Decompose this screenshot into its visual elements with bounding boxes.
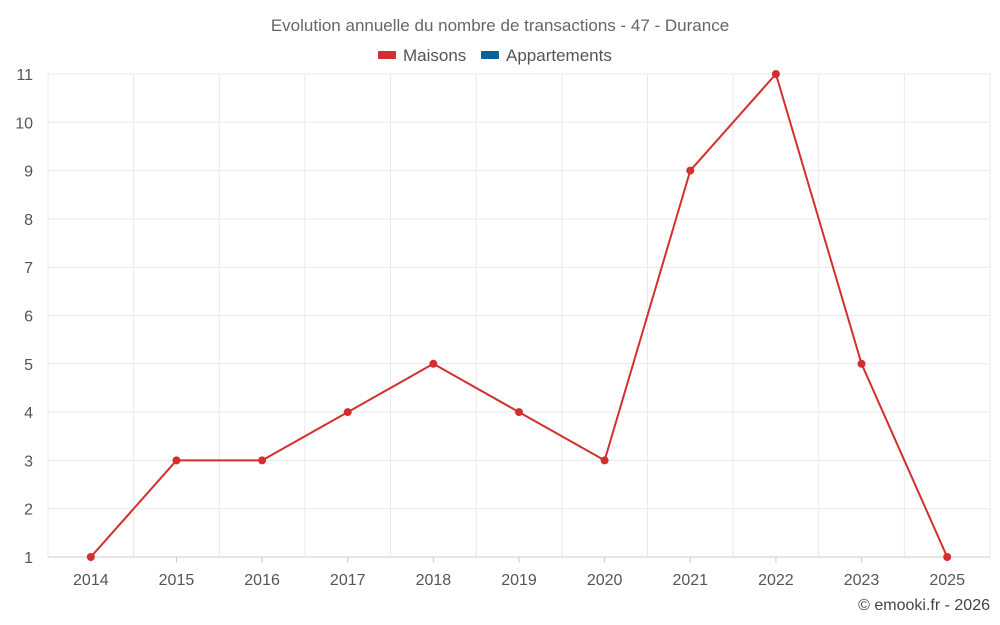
x-tick-label: 2014 <box>73 572 109 589</box>
data-point-2016[interactable] <box>258 456 267 465</box>
y-tick-label: 4 <box>24 405 33 422</box>
x-tick-label: 2023 <box>844 572 880 589</box>
data-point-2015[interactable] <box>172 456 181 465</box>
x-tick-label: 2021 <box>672 572 708 589</box>
axes: 1 2 3 4 5 6 7 8 9 10 11 2014 2015 2016 2017 2018 2019 202… <box>15 67 990 589</box>
legend-label-appartements: Appartements <box>506 46 612 65</box>
x-tick-label: 2019 <box>501 572 537 589</box>
y-tick-label: 8 <box>24 212 33 229</box>
y-tick-label: 10 <box>15 115 33 132</box>
y-tick-label: 11 <box>16 67 33 84</box>
y-tick-label: 2 <box>24 502 33 519</box>
legend-swatch-maisons <box>378 51 396 59</box>
x-tick-label: 2017 <box>330 572 366 589</box>
data-point-2018[interactable] <box>429 359 438 368</box>
legend-swatch-appartements <box>481 51 499 59</box>
x-tick-label: 2015 <box>159 572 195 589</box>
data-point-2020[interactable] <box>600 456 609 465</box>
y-tick-label: 3 <box>24 453 33 470</box>
legend-item-appartements[interactable]: Appartements <box>481 46 612 65</box>
data-point-2023[interactable] <box>857 359 866 368</box>
chart-title: Evolution annuelle du nombre de transact… <box>271 16 729 35</box>
x-tick-label: 2025 <box>929 572 965 589</box>
legend-item-maisons[interactable]: Maisons <box>378 46 466 65</box>
y-tick-label: 1 <box>24 550 33 567</box>
data-point-2019[interactable] <box>515 408 523 417</box>
x-tick-label: 2016 <box>244 572 280 589</box>
data-point-2017[interactable] <box>343 408 352 417</box>
data-point-2022[interactable] <box>771 70 780 78</box>
data-point-2025[interactable] <box>943 553 952 561</box>
y-tick-label: 9 <box>24 164 33 181</box>
series-maisons <box>86 70 952 561</box>
grid <box>47 73 991 557</box>
data-point-2014[interactable] <box>86 553 95 561</box>
legend: Maisons Appartements <box>378 46 612 65</box>
x-tick-label: 2022 <box>758 572 794 589</box>
data-point-2021[interactable] <box>686 166 695 175</box>
y-tick-label: 6 <box>24 309 33 326</box>
y-tick-label: 5 <box>24 357 33 374</box>
y-tick-label: 7 <box>24 260 33 277</box>
x-tick-label: 2020 <box>587 572 623 589</box>
legend-label-maisons: Maisons <box>403 46 466 65</box>
credit-text: © emooki.fr - 2026 <box>858 597 990 614</box>
x-tick-label: 2018 <box>416 572 452 589</box>
